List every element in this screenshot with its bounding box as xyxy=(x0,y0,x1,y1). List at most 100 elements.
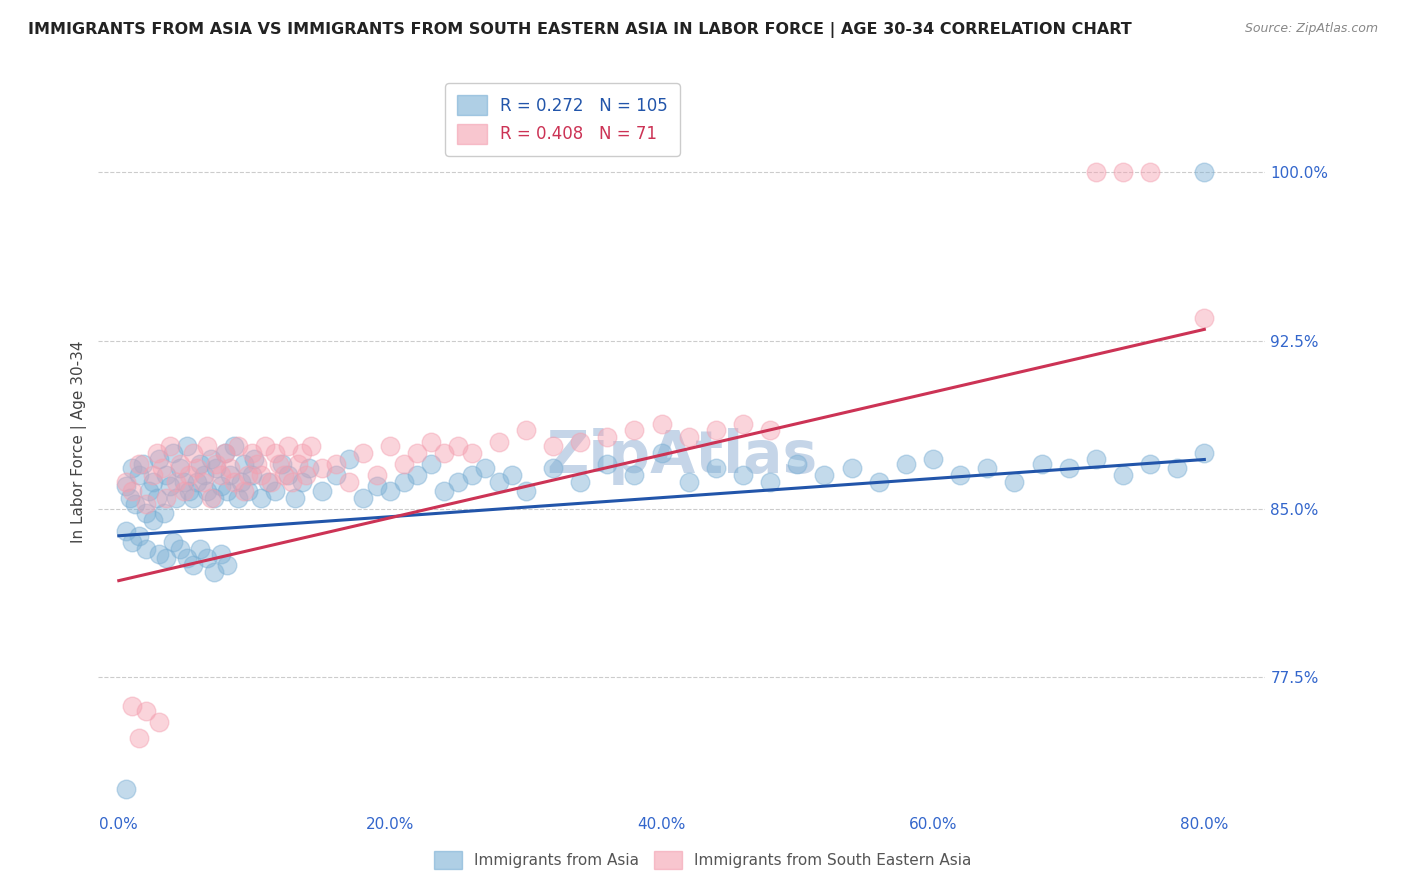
Point xyxy=(596,430,619,444)
Point xyxy=(260,475,283,489)
Point xyxy=(250,491,273,505)
Point xyxy=(273,468,295,483)
Point xyxy=(169,461,191,475)
Point xyxy=(474,461,496,475)
Point xyxy=(121,699,143,714)
Point xyxy=(1139,457,1161,471)
Point xyxy=(501,468,523,483)
Point xyxy=(325,468,347,483)
Point xyxy=(976,461,998,475)
Point xyxy=(165,475,187,489)
Point xyxy=(186,461,208,475)
Point xyxy=(301,439,323,453)
Point xyxy=(155,468,177,483)
Point xyxy=(150,461,173,475)
Point xyxy=(352,491,374,505)
Point xyxy=(200,491,222,505)
Point xyxy=(162,446,184,460)
Point xyxy=(202,491,225,505)
Point xyxy=(205,461,228,475)
Point xyxy=(541,461,564,475)
Point xyxy=(176,551,198,566)
Point xyxy=(1194,311,1216,326)
Point xyxy=(270,457,292,471)
Point xyxy=(366,468,388,483)
Point xyxy=(219,468,242,483)
Point xyxy=(135,542,157,557)
Point xyxy=(114,475,136,489)
Point xyxy=(257,475,280,489)
Point xyxy=(209,479,232,493)
Point xyxy=(165,491,187,505)
Point xyxy=(678,430,700,444)
Point xyxy=(226,439,249,453)
Point xyxy=(219,461,242,475)
Point xyxy=(128,529,150,543)
Point xyxy=(188,542,211,557)
Point xyxy=(226,491,249,505)
Point xyxy=(142,513,165,527)
Point xyxy=(114,524,136,539)
Point xyxy=(195,551,218,566)
Point xyxy=(1002,475,1025,489)
Point xyxy=(121,461,143,475)
Text: ZipAtlas: ZipAtlas xyxy=(547,428,817,485)
Point xyxy=(169,542,191,557)
Point xyxy=(121,535,143,549)
Point xyxy=(922,452,945,467)
Point xyxy=(173,475,195,489)
Point xyxy=(868,475,890,489)
Point xyxy=(731,468,754,483)
Point xyxy=(179,483,201,498)
Point xyxy=(325,457,347,471)
Point xyxy=(124,497,146,511)
Point xyxy=(295,468,318,483)
Point xyxy=(128,457,150,471)
Point xyxy=(142,475,165,489)
Point xyxy=(243,452,266,467)
Point xyxy=(623,468,645,483)
Point xyxy=(193,468,215,483)
Point xyxy=(651,446,673,460)
Y-axis label: In Labor Force | Age 30-34: In Labor Force | Age 30-34 xyxy=(72,340,87,543)
Point xyxy=(173,483,195,498)
Point xyxy=(183,446,205,460)
Point xyxy=(236,483,259,498)
Point xyxy=(515,483,537,498)
Point xyxy=(183,558,205,572)
Point xyxy=(433,446,456,460)
Point xyxy=(596,457,619,471)
Point xyxy=(176,439,198,453)
Point xyxy=(240,468,263,483)
Point xyxy=(704,423,727,437)
Point xyxy=(704,461,727,475)
Point xyxy=(352,446,374,460)
Point xyxy=(128,468,150,483)
Point xyxy=(419,457,441,471)
Point xyxy=(214,446,236,460)
Point xyxy=(623,423,645,437)
Point xyxy=(949,468,972,483)
Point xyxy=(200,452,222,467)
Point xyxy=(284,491,307,505)
Point xyxy=(195,483,218,498)
Point xyxy=(159,479,181,493)
Point xyxy=(678,475,700,489)
Point xyxy=(159,439,181,453)
Point xyxy=(759,423,782,437)
Point xyxy=(240,446,263,460)
Point xyxy=(339,475,361,489)
Point xyxy=(135,497,157,511)
Point xyxy=(135,506,157,520)
Point xyxy=(277,468,299,483)
Point xyxy=(263,446,285,460)
Point xyxy=(298,461,321,475)
Point xyxy=(209,468,232,483)
Point xyxy=(406,468,429,483)
Point xyxy=(229,475,252,489)
Point xyxy=(118,491,141,505)
Point xyxy=(488,434,510,449)
Point xyxy=(651,417,673,431)
Point xyxy=(447,475,470,489)
Point xyxy=(114,782,136,797)
